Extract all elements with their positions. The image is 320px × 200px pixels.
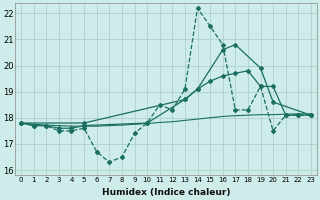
X-axis label: Humidex (Indice chaleur): Humidex (Indice chaleur) bbox=[102, 188, 230, 197]
